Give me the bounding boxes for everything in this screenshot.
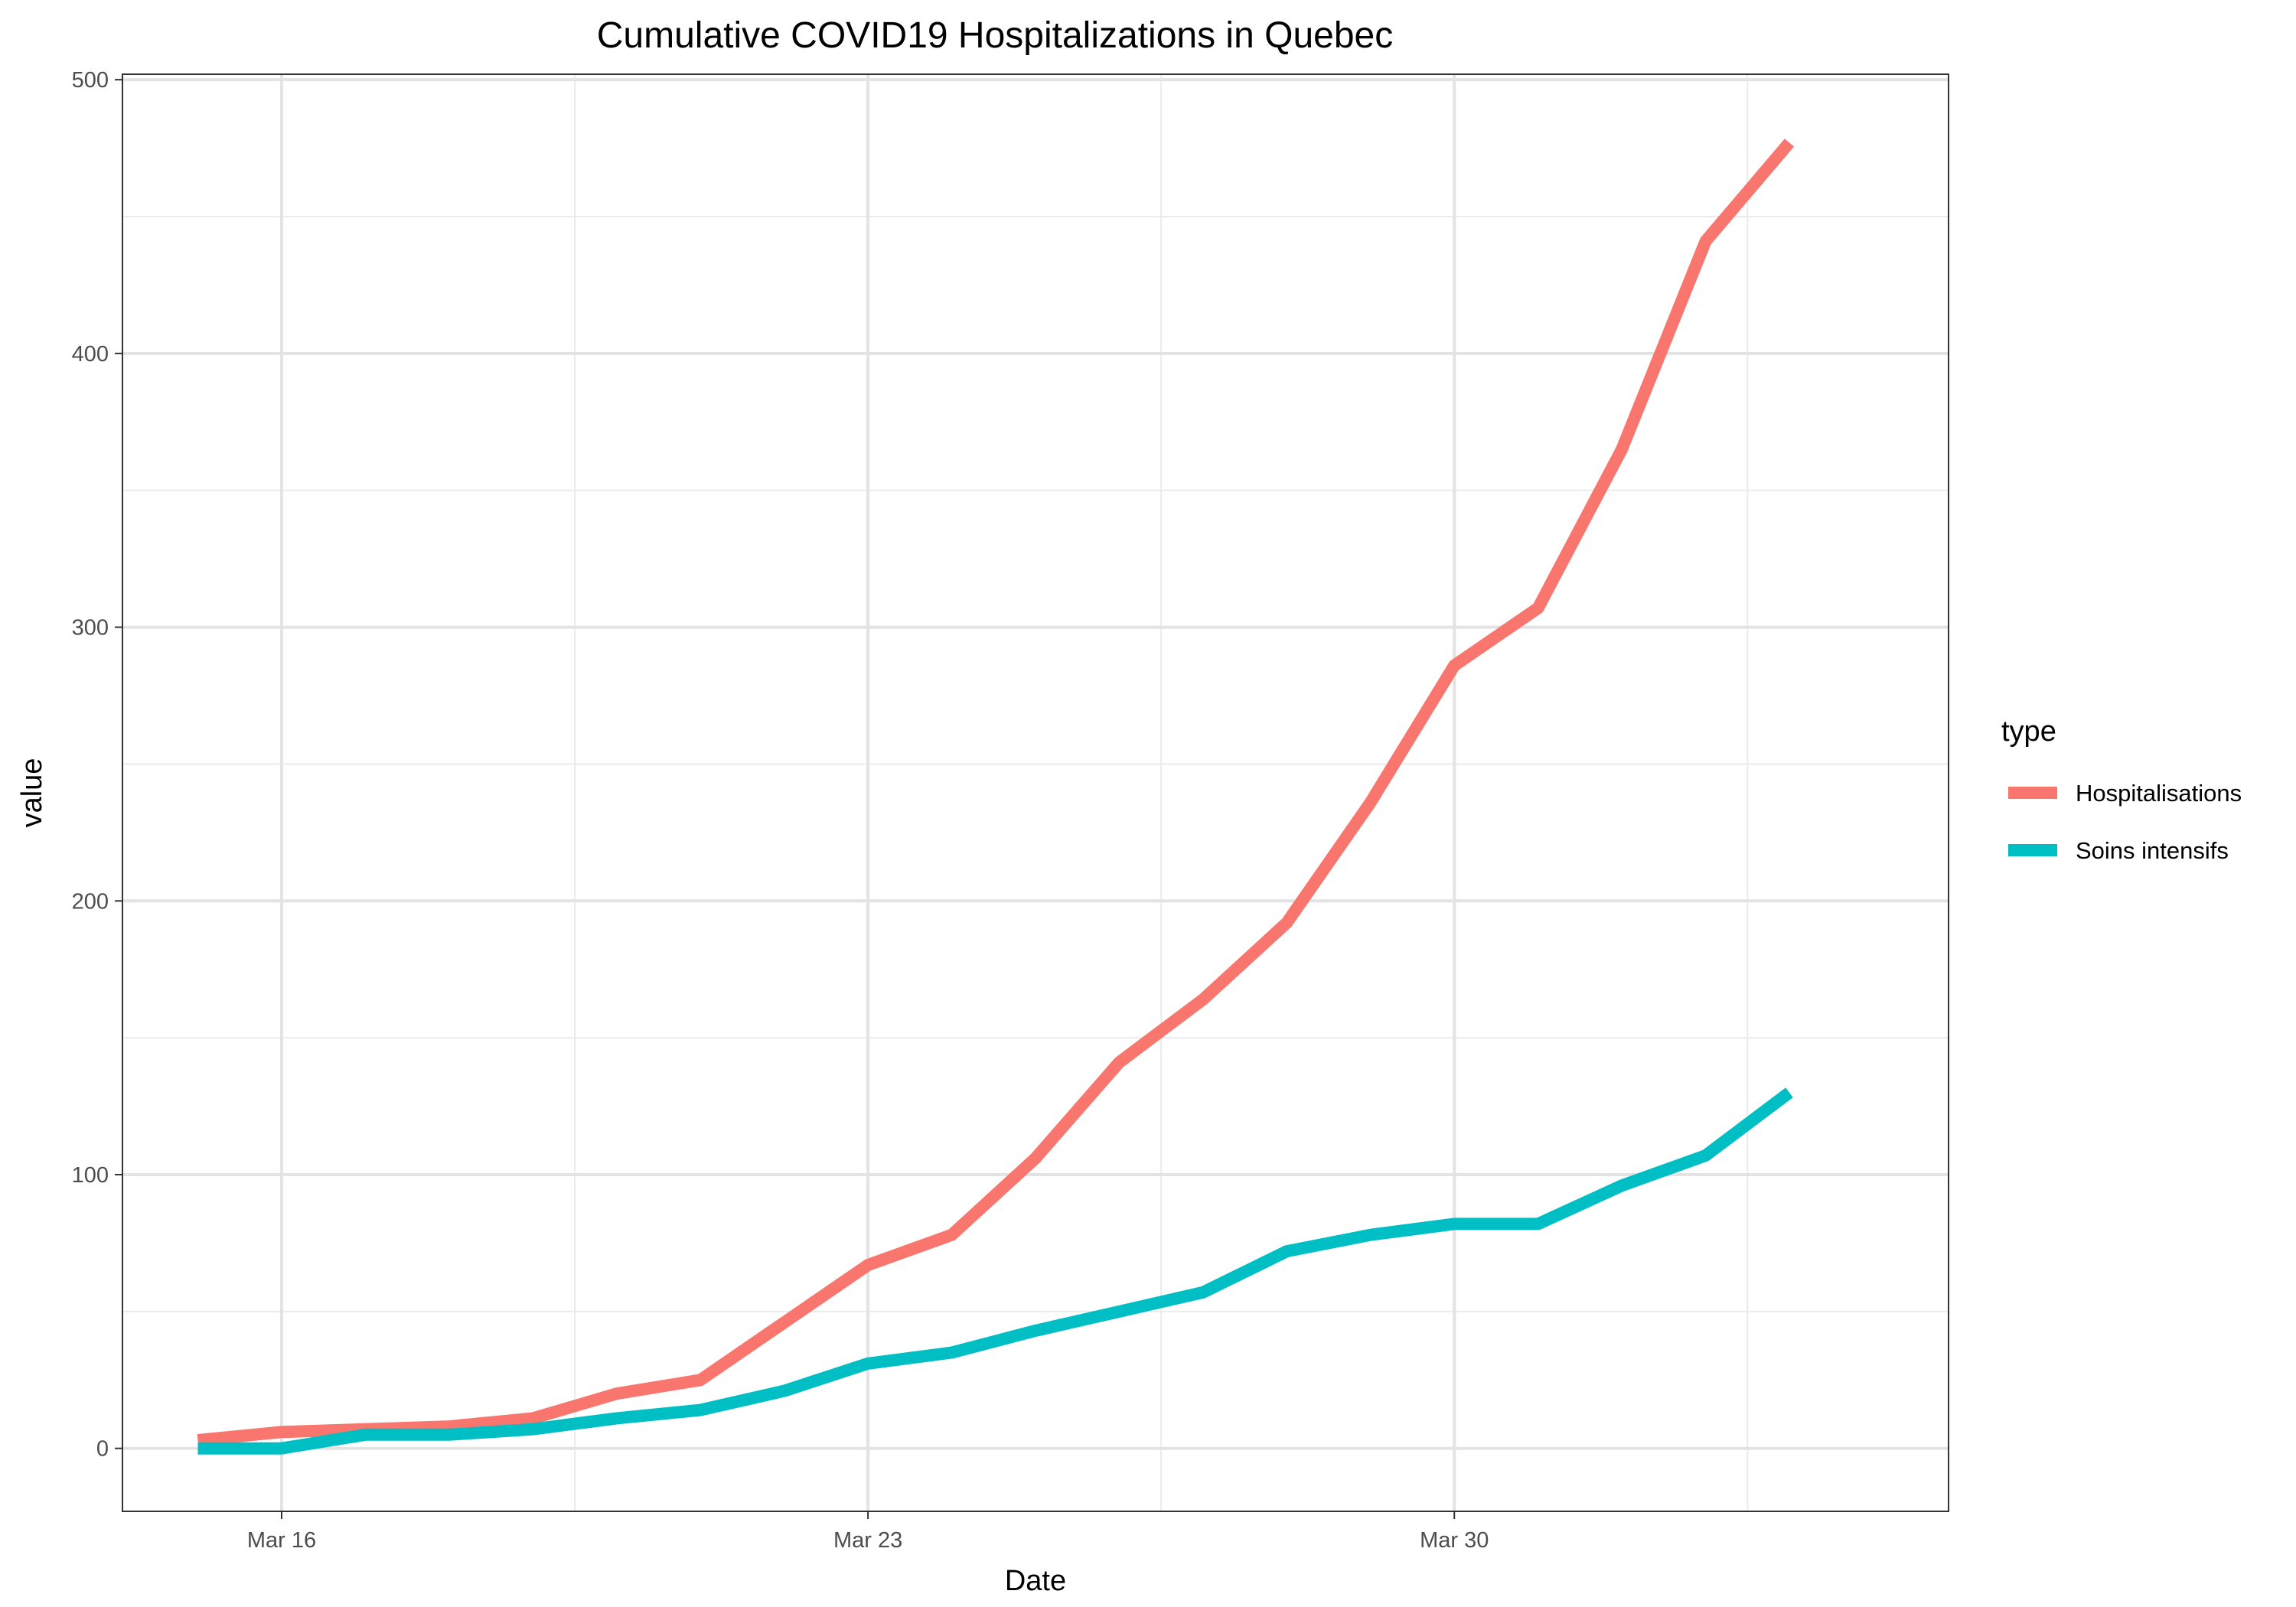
- series-lines: [197, 139, 1795, 1455]
- y-tick-label: 100: [72, 1163, 109, 1188]
- x-tick-label: Mar 23: [833, 1528, 902, 1553]
- y-tick-label: 300: [72, 616, 109, 641]
- y-tick-label: 400: [72, 342, 109, 367]
- series-line-hospitalisations: [197, 139, 1795, 1446]
- legend-label-soins-intensifs: Soins intensifs: [2076, 837, 2229, 864]
- y-axis: 0 100 200 300 400 500: [72, 68, 122, 1462]
- y-tick-label: 0: [96, 1437, 109, 1462]
- legend-title: type: [2001, 715, 2056, 748]
- y-tick-label: 200: [72, 889, 109, 914]
- chart-title: Cumulative COVID19 Hospitalizations in Q…: [597, 15, 1393, 56]
- series-line-soins-intensifs: [197, 1087, 1793, 1455]
- y-axis-title: value: [16, 758, 48, 828]
- legend: type Hospitalisations Soins intensifs: [2001, 715, 2242, 864]
- x-tick-label: Mar 16: [247, 1528, 316, 1553]
- x-axis: Mar 16 Mar 23 Mar 30: [247, 1511, 1489, 1553]
- minor-gridlines: [122, 74, 1949, 1511]
- plot-panel-border: [122, 73, 1949, 1512]
- x-axis-title: Date: [1005, 1565, 1066, 1597]
- x-tick-label: Mar 30: [1420, 1528, 1489, 1553]
- y-tick-label: 500: [72, 68, 109, 93]
- legend-label-hospitalisations: Hospitalisations: [2076, 780, 2242, 807]
- major-gridlines: [122, 74, 1949, 1511]
